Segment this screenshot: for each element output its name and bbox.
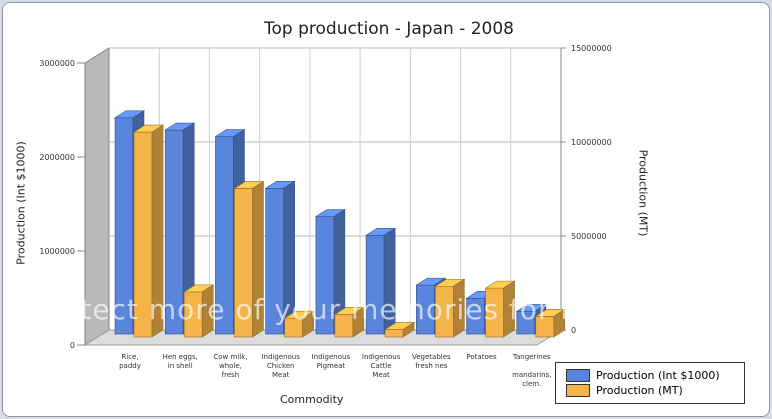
x-tick-label: Hen eggs, xyxy=(163,353,198,361)
y2-tick-label: 5000000 xyxy=(571,232,607,241)
y-tick-label: 3000000 xyxy=(39,59,75,68)
y-axis-title: Production (Int $1000) xyxy=(14,141,28,265)
y-tick-label: 2000000 xyxy=(39,153,75,162)
y2-tick-label: 15000000 xyxy=(571,44,612,53)
bar-mt-side xyxy=(151,124,164,338)
chart-title: Top production - Japan - 2008 xyxy=(264,19,514,39)
x-tick-label: fresh nes xyxy=(415,362,448,370)
y2-axis-title: Production (MT) xyxy=(636,149,650,237)
y-tick-label: 0 xyxy=(70,341,75,350)
x-tick-label: paddy xyxy=(119,362,141,370)
x-tick-label: Vegetables xyxy=(412,353,451,361)
x-tick-label: Meat xyxy=(372,371,390,379)
bar-mt-side xyxy=(553,308,566,338)
x-tick-label: Indigenous xyxy=(362,353,401,361)
x-tick-label: Indigenous xyxy=(312,353,351,361)
x-tick-label: whole, xyxy=(219,362,242,370)
bar-mt-side xyxy=(402,321,415,338)
legend-label-mt: Production (MT) xyxy=(596,383,683,397)
legend-item-mt: Production (MT) xyxy=(566,383,683,397)
x-tick-label: fresh xyxy=(222,371,240,379)
x-tick-label: in shell xyxy=(168,362,193,370)
legend-swatch-mt xyxy=(566,383,590,397)
x-tick-label: Pigmeat xyxy=(317,362,346,370)
x-tick-label: Chicken xyxy=(267,362,295,370)
x-tick-label: Rice, xyxy=(121,353,138,361)
x-tick-label: mandarins, xyxy=(512,371,551,379)
x-tick-label: Cattle xyxy=(371,362,392,370)
bar-mt-side xyxy=(352,306,365,338)
bar-mt-side xyxy=(252,180,264,338)
bar-mt-side xyxy=(302,310,314,338)
x-tick-label: Cow milk, xyxy=(213,353,247,361)
x-tick-label: Potatoes xyxy=(466,353,497,361)
bar-mt-side xyxy=(453,278,465,338)
x-axis-title: Commodity xyxy=(280,393,344,406)
bar-mt-side xyxy=(201,284,214,338)
x-tick-label: clem. xyxy=(522,380,541,388)
y2-tick-label: 0 xyxy=(571,326,576,335)
chart-legend: Production (Int $1000) Production (MT) xyxy=(555,362,745,404)
x-tick-label: Tangerines xyxy=(512,353,551,361)
x-tick-label: Indigenous xyxy=(261,353,300,361)
bar-mt-side xyxy=(503,280,515,338)
chart-plot: 0 1000000 2000000 3000000 0 5000000 10000000 15… xyxy=(39,44,612,388)
legend-item-int: Production (Int $1000) xyxy=(566,368,720,382)
watermark: Protect more of your memories for less! xyxy=(33,293,631,326)
x-tick-label: Meat xyxy=(272,371,290,379)
legend-swatch-int xyxy=(566,368,590,382)
y-tick-label: 1000000 xyxy=(39,247,75,256)
legend-label-int: Production (Int $1000) xyxy=(596,368,720,382)
bar-mt xyxy=(384,329,404,338)
y2-tick-label: 10000000 xyxy=(571,138,612,147)
